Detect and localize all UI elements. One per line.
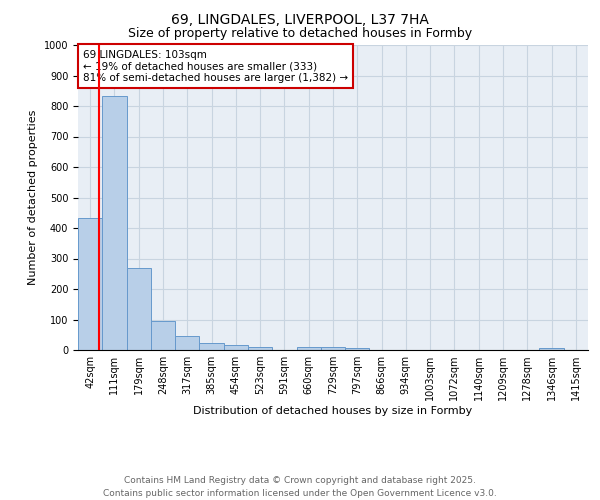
Bar xyxy=(175,336,199,350)
Bar xyxy=(127,268,151,350)
Bar xyxy=(248,347,272,350)
Bar xyxy=(199,344,224,350)
Bar xyxy=(345,348,370,350)
Text: Contains HM Land Registry data © Crown copyright and database right 2025.
Contai: Contains HM Land Registry data © Crown c… xyxy=(103,476,497,498)
Bar xyxy=(296,347,321,350)
Bar xyxy=(224,344,248,350)
Text: 69, LINGDALES, LIVERPOOL, L37 7HA: 69, LINGDALES, LIVERPOOL, L37 7HA xyxy=(171,12,429,26)
Bar xyxy=(539,348,564,350)
Bar xyxy=(102,96,127,350)
Bar xyxy=(151,321,175,350)
Text: Size of property relative to detached houses in Formby: Size of property relative to detached ho… xyxy=(128,28,472,40)
Bar xyxy=(78,218,102,350)
Bar xyxy=(321,347,345,350)
X-axis label: Distribution of detached houses by size in Formby: Distribution of detached houses by size … xyxy=(193,406,473,416)
Text: 69 LINGDALES: 103sqm
← 19% of detached houses are smaller (333)
81% of semi-deta: 69 LINGDALES: 103sqm ← 19% of detached h… xyxy=(83,50,348,83)
Y-axis label: Number of detached properties: Number of detached properties xyxy=(28,110,38,285)
